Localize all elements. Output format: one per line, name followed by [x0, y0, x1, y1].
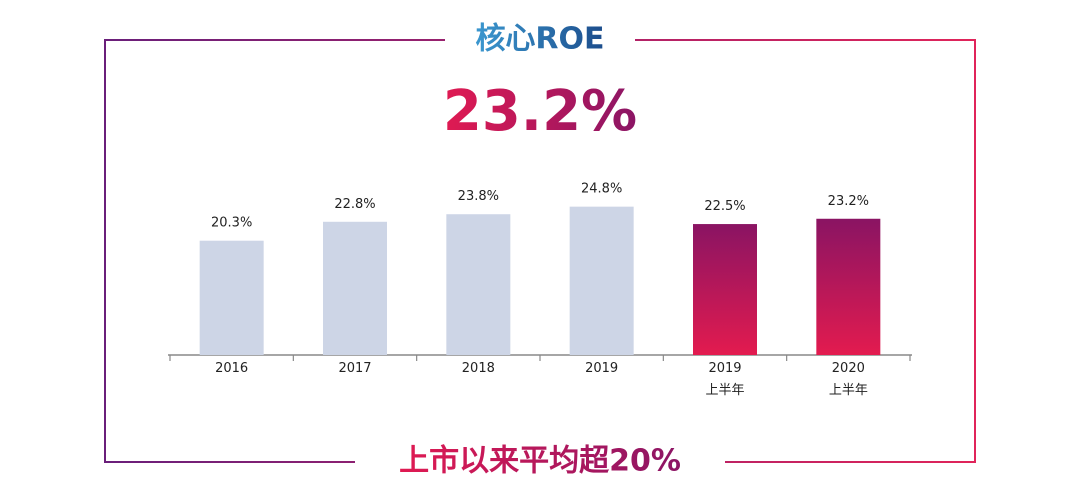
value-label: 24.8%: [581, 182, 622, 197]
bar: [446, 214, 511, 355]
x-tick-label: 2018: [461, 361, 495, 376]
chart-title: 核心ROE: [475, 22, 604, 57]
bar: [816, 218, 881, 355]
x-tick-label: 2019: [585, 361, 619, 376]
value-label: 22.8%: [334, 197, 375, 212]
x-tick-label: 2017: [338, 361, 372, 376]
x-tick-label: 2020 上半年: [828, 361, 868, 398]
title-gap: [445, 20, 635, 60]
bar: [199, 240, 264, 355]
headline: 23.2%: [443, 79, 637, 144]
bar: [569, 206, 634, 355]
value-label: 20.3%: [211, 216, 252, 231]
x-tick-label: 2016: [215, 361, 249, 376]
footer-gap: [355, 442, 725, 482]
value-label: 23.2%: [828, 194, 869, 209]
bar: [323, 221, 387, 355]
value-label: 23.8%: [458, 189, 499, 204]
bar: [693, 224, 757, 355]
footer: 上市以来平均超20%: [399, 444, 681, 479]
value-label: 22.5%: [704, 199, 745, 214]
x-tick-label: 2019 上半年: [705, 361, 745, 398]
